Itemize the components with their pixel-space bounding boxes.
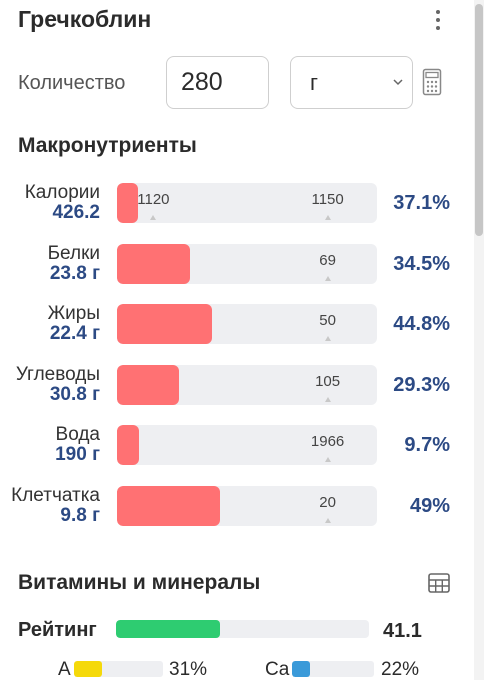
macro-bar: 1966 [117,425,377,465]
vitamin-bar-fill [292,661,311,677]
macro-name: Клетчатка [11,485,100,506]
macro-ref-value: 105 [315,373,341,390]
macro-row-fat: Жиры 22.4 г 50 44.8% [0,303,470,347]
vitamin-percent: 22% [381,659,420,680]
vitamin-name: Ca [265,659,290,680]
macro-bar-fill [117,244,190,284]
rating-label: Рейтинг [18,619,97,641]
macro-name: Углеводы [15,364,100,385]
macro-ref-value: 1120 [137,191,170,208]
macro-name: Белки [47,243,100,264]
chevron-down-icon [393,79,403,86]
macro-ref-tick [324,397,331,402]
macro-row-calories: Калории 426.2 1120 1150 37.1% [0,182,470,226]
unit-select[interactable]: г [290,56,413,109]
more-vert-icon[interactable] [428,6,448,34]
macro-ref-tick [324,457,331,462]
vitamins-section-title: Витамины и минералы [18,571,261,594]
macro-bar-fill [117,425,140,465]
macro-name: Калории [24,182,100,203]
macro-amount: 190 г [55,444,100,465]
macro-percent: 37.1% [393,192,450,214]
vitamin-bar [292,661,374,677]
rating-bar-fill [116,620,220,638]
macro-amount: 9.8 г [60,505,100,526]
macro-amount: 23.8 г [49,263,100,284]
macro-amount: 30.8 г [49,384,100,405]
rating-value: 41.1 [383,620,422,642]
macro-bar: 20 [117,486,377,526]
macro-bar: 105 [117,365,377,405]
macro-bar-fill [117,486,220,526]
macro-percent: 9.7% [404,434,450,456]
macro-bar-fill [117,365,180,405]
macro-bar-fill [117,304,212,344]
macro-name: Вода [55,424,100,445]
vitamin-bar-fill [74,661,102,677]
macro-percent: 49% [409,495,450,517]
macro-percent: 44.8% [393,313,450,335]
macro-row-protein: Белки 23.8 г 69 34.5% [0,243,470,287]
table-grid-icon[interactable] [428,573,450,593]
quantity-input[interactable] [166,56,269,109]
macro-ref-value: 20 [319,494,336,511]
macro-amount: 22.4 г [49,323,100,344]
vitamin-percent: 31% [169,659,208,680]
macro-row-carbs: Углеводы 30.8 г 105 29.3% [0,364,470,408]
quantity-label: Количество [18,72,126,94]
macro-percent: 29.3% [393,374,450,396]
vitamin-bar [74,661,163,677]
calculator-icon[interactable] [422,68,442,96]
macro-bar-fill [117,183,138,223]
unit-select-value: г [310,70,319,95]
macro-bar: 50 [117,304,377,344]
macro-ref-value: 50 [319,312,336,329]
macro-ref-tick [324,336,331,341]
scrollbar[interactable] [474,0,484,680]
macro-ref-tick [324,215,331,220]
macro-name: Жиры [47,303,100,324]
macro-amount: 426.2 [52,202,100,223]
macro-row-water: Вода 190 г 1966 9.7% [0,424,470,468]
macro-bar: 1120 1150 [117,183,377,223]
macros-section-title: Макронутриенты [18,134,197,157]
macro-row-fiber: Клетчатка 9.8 г 20 49% [0,485,470,529]
macro-ref-tick [324,518,331,523]
macro-ref-value: 1150 [311,191,344,208]
macro-ref-value: 1966 [310,433,345,450]
macro-ref-tick [324,276,331,281]
page-title: Гречкоблин [18,6,152,32]
macro-ref-tick [150,215,157,220]
rating-bar [116,620,369,638]
macro-percent: 34.5% [393,253,450,275]
scrollbar-thumb[interactable] [475,4,483,236]
vitamin-name: A [58,659,71,680]
macro-ref-value: 69 [319,252,336,269]
macro-bar: 69 [117,244,377,284]
